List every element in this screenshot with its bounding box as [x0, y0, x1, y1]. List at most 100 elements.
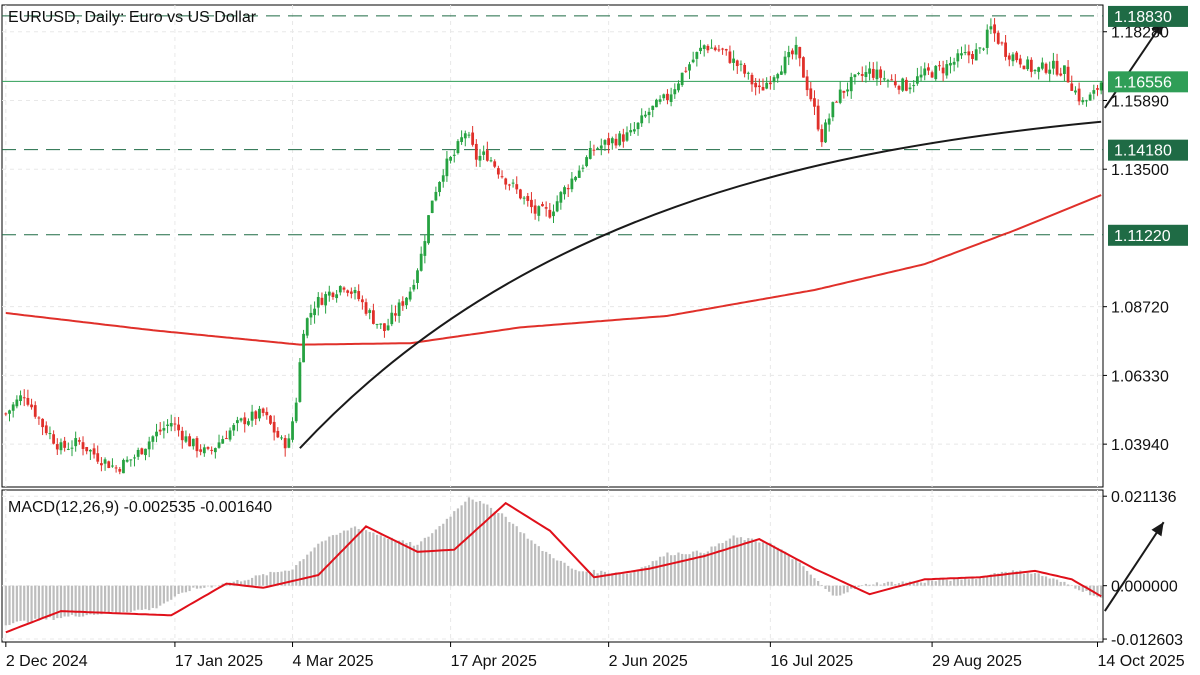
macd-arrow[interactable]: [1104, 521, 1165, 612]
macd-bar: [482, 503, 485, 586]
candle-body: [566, 187, 570, 190]
candle-body: [989, 26, 993, 30]
candle-body: [732, 58, 736, 63]
macd-bar: [758, 542, 761, 586]
candle-body: [596, 148, 600, 150]
macd-bar: [993, 573, 996, 586]
current-price-badge: [1108, 71, 1188, 93]
macd-bar: [1004, 571, 1007, 586]
macd-bar: [129, 585, 132, 613]
candle-body: [452, 154, 456, 156]
candle-body: [702, 45, 706, 50]
candle-body: [875, 69, 879, 80]
candle-body: [419, 253, 423, 271]
candle-body: [199, 449, 203, 452]
candle-body: [55, 444, 59, 450]
macd-bar: [927, 580, 930, 586]
candle-body: [412, 284, 416, 290]
candle-body: [66, 448, 70, 450]
macd-bar: [63, 585, 66, 617]
y-tick-label: 1.15890: [1111, 93, 1169, 110]
macd-bar: [188, 585, 191, 592]
macd-bar: [666, 552, 669, 586]
macd-bar: [809, 574, 812, 586]
macd-bar: [879, 584, 882, 586]
candle-body: [581, 167, 585, 169]
macd-bar: [953, 577, 956, 586]
candle-body: [710, 47, 713, 49]
macd-bar: [258, 575, 261, 586]
candle-body: [563, 187, 566, 195]
macd-bar: [368, 531, 371, 586]
macd-bar: [1030, 573, 1033, 586]
candle-body: [1059, 73, 1063, 76]
macd-bar: [280, 571, 283, 586]
candle-body: [706, 45, 710, 51]
candle-body: [202, 447, 206, 454]
candle-body: [890, 79, 894, 81]
candle-body: [1085, 100, 1088, 102]
macd-bar: [217, 585, 221, 587]
candle-body: [500, 176, 504, 178]
macd-bar: [787, 555, 790, 586]
candle-body: [713, 47, 717, 51]
macd-bar: [346, 530, 349, 586]
macd-bar: [500, 513, 504, 586]
candle-body: [375, 323, 379, 325]
candle-body: [893, 81, 897, 86]
macd-bar: [100, 585, 103, 615]
candle-body: [261, 408, 265, 413]
candle-body: [158, 429, 162, 432]
candle-body: [537, 206, 541, 216]
candle-body: [842, 90, 846, 93]
candle-body: [1096, 88, 1099, 90]
candle-body: [934, 65, 938, 80]
candle-body: [338, 286, 342, 293]
macd-bar: [151, 585, 154, 608]
macd-title: MACD(12,26,9) -0.002535 -0.001640: [8, 499, 272, 516]
macd-bar: [162, 585, 165, 604]
candle-body: [482, 151, 486, 155]
macd-bar: [364, 530, 368, 586]
y-tick-label: 1.08720: [1111, 300, 1169, 317]
macd-bar: [431, 533, 434, 586]
candle-body: [243, 417, 247, 425]
macd-bar: [776, 547, 779, 586]
candle-body: [298, 362, 302, 402]
candle-body: [809, 88, 813, 100]
macd-bar: [1048, 578, 1051, 586]
price-arrow[interactable]: [1104, 20, 1165, 109]
candle-body: [655, 99, 658, 108]
macd-bar: [574, 569, 577, 586]
macd-pane[interactable]: [1, 489, 1165, 643]
trend-curve[interactable]: [299, 120, 1102, 449]
candle-body: [103, 459, 107, 464]
macd-bar: [769, 542, 772, 586]
macd-bar: [644, 566, 647, 586]
candle-body: [210, 449, 214, 451]
candle-body: [416, 270, 419, 283]
candle-body: [206, 447, 210, 449]
candle-body: [394, 313, 397, 316]
candle-body: [302, 333, 305, 363]
macd-bar: [636, 569, 640, 586]
macd-bar: [1000, 571, 1004, 586]
candle-body: [360, 299, 364, 303]
macd-bar: [857, 585, 860, 587]
macd-bar: [85, 585, 88, 616]
candle-body: [96, 453, 100, 462]
macd-bar: [611, 573, 614, 586]
y-tick-label: 1.03940: [1111, 437, 1169, 454]
candle-body: [70, 447, 74, 449]
candle-body: [342, 287, 346, 290]
macd-bar: [765, 544, 768, 586]
macd-bar: [1096, 585, 1099, 597]
candle-body: [1018, 58, 1022, 65]
candle-body: [853, 74, 857, 78]
macd-bar: [302, 559, 305, 586]
price-pane[interactable]: [1, 4, 1165, 488]
candle-body: [63, 440, 67, 448]
candle-body: [30, 404, 33, 408]
macd-bar: [1026, 572, 1029, 586]
